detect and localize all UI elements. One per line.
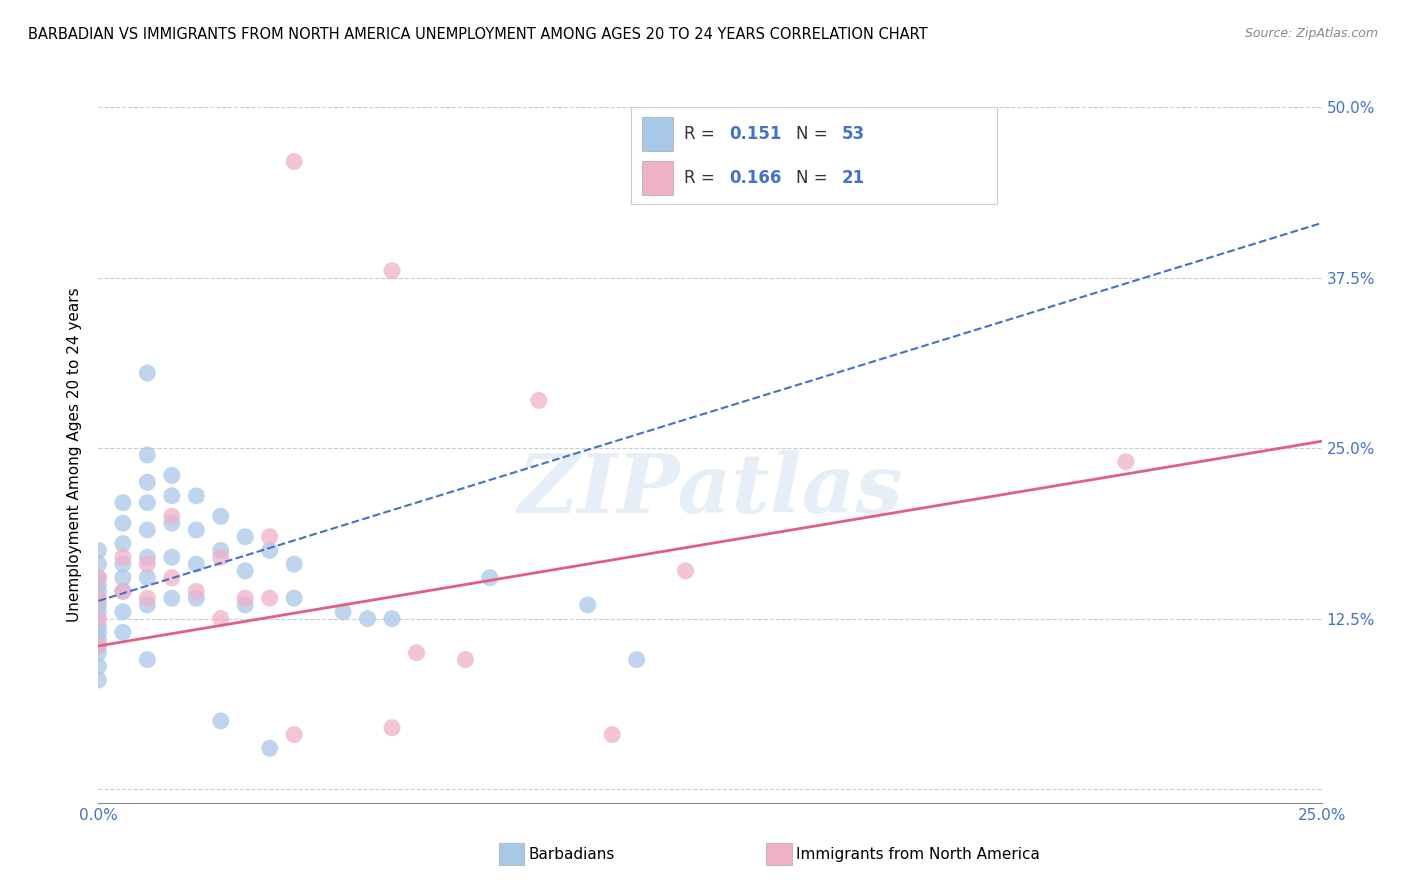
Point — [111, 571, 134, 585]
Point — [1115, 455, 1137, 469]
Point — [87, 591, 110, 606]
Point — [87, 639, 110, 653]
Point — [209, 543, 232, 558]
Point — [136, 598, 159, 612]
Point — [381, 612, 404, 626]
Point — [283, 557, 305, 571]
Point — [233, 598, 256, 612]
Text: Source: ZipAtlas.com: Source: ZipAtlas.com — [1244, 27, 1378, 40]
Point — [259, 543, 281, 558]
Point — [87, 659, 110, 673]
Point — [405, 646, 427, 660]
Text: 0.166: 0.166 — [728, 169, 782, 186]
Point — [527, 393, 550, 408]
Point — [332, 605, 354, 619]
Text: BARBADIAN VS IMMIGRANTS FROM NORTH AMERICA UNEMPLOYMENT AMONG AGES 20 TO 24 YEAR: BARBADIAN VS IMMIGRANTS FROM NORTH AMERI… — [28, 27, 928, 42]
Point — [160, 571, 183, 585]
Point — [111, 550, 134, 565]
Point — [454, 652, 477, 666]
Point — [87, 625, 110, 640]
Point — [87, 584, 110, 599]
Point — [111, 536, 134, 550]
Point — [111, 557, 134, 571]
Point — [87, 571, 110, 585]
Point — [111, 584, 134, 599]
Point — [233, 530, 256, 544]
Point — [87, 577, 110, 591]
Point — [87, 591, 110, 606]
Text: ZIPatlas: ZIPatlas — [517, 450, 903, 530]
Point — [209, 612, 232, 626]
Point — [136, 496, 159, 510]
Point — [209, 550, 232, 565]
Point — [136, 366, 159, 380]
Point — [209, 509, 232, 524]
Point — [111, 496, 134, 510]
Point — [111, 516, 134, 530]
Point — [186, 557, 208, 571]
Point — [87, 557, 110, 571]
Point — [283, 591, 305, 606]
Text: R =: R = — [683, 169, 720, 186]
Text: N =: N = — [796, 125, 834, 143]
Point — [209, 714, 232, 728]
Point — [259, 530, 281, 544]
Point — [136, 523, 159, 537]
Point — [675, 564, 697, 578]
Point — [478, 571, 501, 585]
Point — [160, 489, 183, 503]
Point — [233, 591, 256, 606]
Point — [136, 448, 159, 462]
Text: Barbadians: Barbadians — [529, 847, 614, 862]
Point — [160, 591, 183, 606]
Text: Immigrants from North America: Immigrants from North America — [796, 847, 1039, 862]
Point — [87, 598, 110, 612]
Point — [283, 728, 305, 742]
Point — [136, 652, 159, 666]
Point — [136, 557, 159, 571]
Text: R =: R = — [683, 125, 720, 143]
Point — [111, 584, 134, 599]
Point — [87, 543, 110, 558]
Point — [259, 591, 281, 606]
Text: N =: N = — [796, 169, 834, 186]
Point — [381, 721, 404, 735]
Point — [87, 571, 110, 585]
Point — [186, 584, 208, 599]
Point — [111, 625, 134, 640]
Point — [381, 264, 404, 278]
Point — [160, 550, 183, 565]
Text: 53: 53 — [841, 125, 865, 143]
Point — [87, 673, 110, 687]
Point — [136, 475, 159, 490]
Point — [576, 598, 599, 612]
Point — [87, 639, 110, 653]
Text: 21: 21 — [841, 169, 865, 186]
Point — [233, 564, 256, 578]
Point — [186, 523, 208, 537]
Point — [87, 618, 110, 632]
Point — [136, 591, 159, 606]
Text: 0.151: 0.151 — [728, 125, 782, 143]
Point — [186, 591, 208, 606]
Point — [87, 605, 110, 619]
Point — [259, 741, 281, 756]
Point — [160, 516, 183, 530]
Point — [136, 571, 159, 585]
Point — [160, 509, 183, 524]
Point — [186, 489, 208, 503]
Point — [111, 605, 134, 619]
Point — [87, 632, 110, 646]
Point — [87, 646, 110, 660]
Point — [600, 728, 623, 742]
Point — [136, 550, 159, 565]
Point — [626, 652, 648, 666]
Y-axis label: Unemployment Among Ages 20 to 24 years: Unemployment Among Ages 20 to 24 years — [67, 287, 83, 623]
Point — [160, 468, 183, 483]
Point — [283, 154, 305, 169]
Point — [356, 612, 378, 626]
Point — [87, 612, 110, 626]
